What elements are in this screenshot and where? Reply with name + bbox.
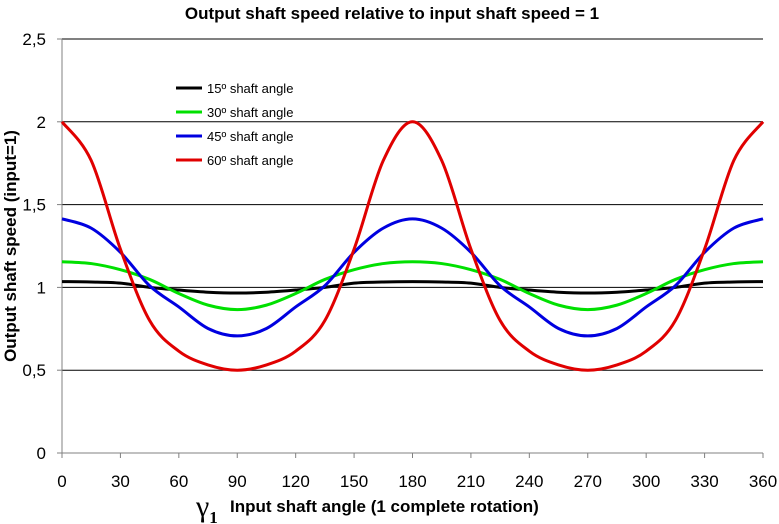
x-tick-label-0: 0 [57,472,66,491]
gamma-symbol: γ [195,490,209,523]
legend: 15º shaft angle 30º shaft angle 45º shaft … [176,81,293,168]
series-line-2 [61,217,764,338]
series-line-1 [61,260,764,312]
series-line-3 [60,120,765,372]
chart-title: Output shaft speed relative to input sha… [185,4,599,23]
series-line-0 [61,280,764,295]
x-tick-label-1: 30 [111,472,130,491]
x-tick-label-11: 330 [690,472,718,491]
x-tick-label-3: 90 [228,472,247,491]
x-tick-label-12: 360 [749,472,777,491]
y-tick-label-1: 0,5 [22,361,46,380]
y-tick-labels: 0 0,5 1 1,5 2 2,5 [22,30,62,463]
axes [61,39,763,454]
legend-label-3: 60º shaft angle [207,153,293,168]
y-axis-label: Output shaft speed (input=1) [1,130,20,362]
x-tick-label-2: 60 [169,472,188,491]
x-tick-label-6: 180 [398,472,426,491]
x-tick-label-8: 240 [515,472,543,491]
series-lines [60,120,765,372]
x-tick-label-5: 150 [340,472,368,491]
x-tick-label-7: 210 [457,472,485,491]
y-tick-label-5: 2,5 [22,30,46,49]
x-tick-label-4: 120 [281,472,309,491]
y-tick-label-4: 2 [37,113,46,132]
x-axis-symbol: γ1 [195,490,218,524]
gamma-subscript: 1 [209,508,218,524]
x-tick-label-10: 300 [632,472,660,491]
legend-label-1: 30º shaft angle [207,105,293,120]
legend-label-2: 45º shaft angle [207,129,293,144]
gridlines [62,38,763,371]
x-tick-label-9: 270 [574,472,602,491]
y-tick-label-2: 1 [37,278,46,297]
x-tick-labels: 0 30 60 90 120 150 180 210 240 270 300 330 360 [57,453,777,491]
y-tick-label-0: 0 [37,444,46,463]
legend-label-0: 15º shaft angle [207,81,293,96]
y-tick-label-3: 1,5 [22,196,46,215]
x-axis-label: Input shaft angle (1 complete rotation) [230,497,539,516]
